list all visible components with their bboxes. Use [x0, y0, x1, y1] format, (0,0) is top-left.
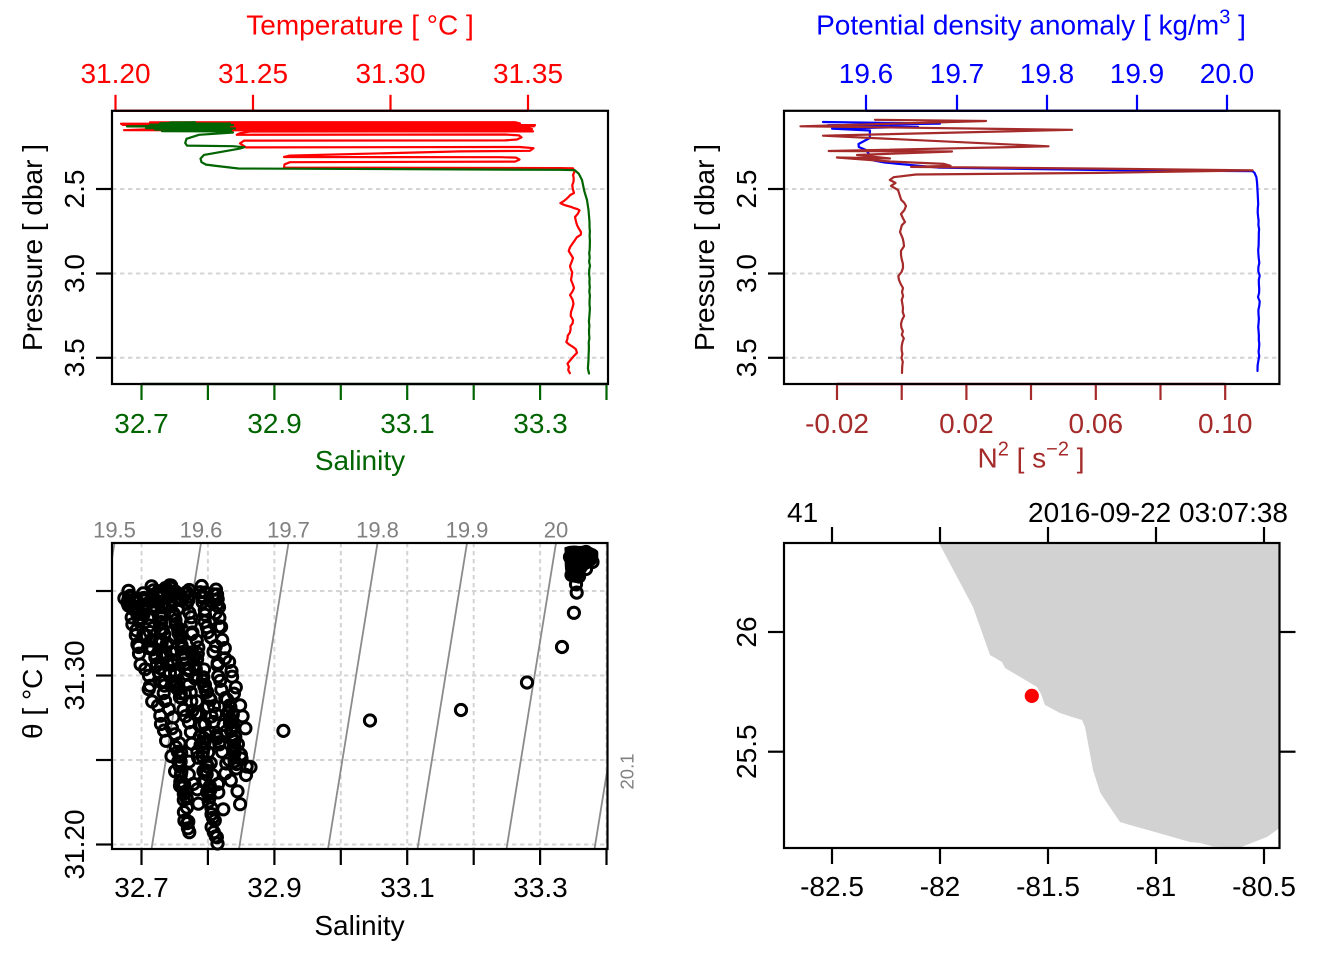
svg-text:31.35: 31.35 — [493, 58, 563, 89]
svg-text:19.7: 19.7 — [930, 58, 985, 89]
svg-text:-81.5: -81.5 — [1016, 871, 1080, 902]
svg-text:32.7: 32.7 — [114, 408, 169, 439]
svg-text:3.5: 3.5 — [731, 338, 762, 377]
svg-text:2016-09-22 03:07:38: 2016-09-22 03:07:38 — [1028, 497, 1288, 528]
svg-text:Pressure [ dbar ]: Pressure [ dbar ] — [17, 144, 48, 351]
svg-text:N2 [ s−2 ]: N2 [ s−2 ] — [977, 439, 1084, 474]
svg-text:19.8: 19.8 — [1020, 58, 1075, 89]
svg-text:19.9: 19.9 — [446, 518, 489, 543]
svg-text:3.5: 3.5 — [59, 338, 90, 377]
svg-text:31.20: 31.20 — [80, 58, 150, 89]
svg-text:-82.5: -82.5 — [800, 871, 864, 902]
svg-text:0.10: 0.10 — [1198, 408, 1253, 439]
svg-text:33.3: 33.3 — [513, 408, 568, 439]
svg-text:32.9: 32.9 — [247, 872, 302, 903]
svg-text:-81: -81 — [1136, 871, 1176, 902]
svg-text:19.5: 19.5 — [93, 518, 136, 543]
svg-text:19.9: 19.9 — [1110, 58, 1165, 89]
svg-text:20.0: 20.0 — [1200, 58, 1255, 89]
svg-text:19.8: 19.8 — [356, 518, 399, 543]
svg-text:32.7: 32.7 — [114, 872, 169, 903]
svg-text:2.5: 2.5 — [731, 170, 762, 209]
svg-text:Salinity: Salinity — [314, 910, 404, 941]
svg-text:0.02: 0.02 — [939, 408, 994, 439]
svg-text:-0.02: -0.02 — [805, 408, 869, 439]
svg-text:Pressure [ dbar ]: Pressure [ dbar ] — [689, 144, 720, 351]
svg-text:3.0: 3.0 — [59, 254, 90, 293]
svg-text:33.1: 33.1 — [380, 872, 435, 903]
svg-text:3.0: 3.0 — [731, 254, 762, 293]
svg-text:0.06: 0.06 — [1069, 408, 1124, 439]
svg-text:31.20: 31.20 — [59, 809, 90, 879]
svg-text:-80.5: -80.5 — [1232, 871, 1296, 902]
svg-text:32.9: 32.9 — [247, 408, 302, 439]
svg-text:33.3: 33.3 — [513, 872, 568, 903]
svg-text:25.5: 25.5 — [731, 724, 762, 779]
svg-text:31.30: 31.30 — [59, 640, 90, 710]
svg-text:19.6: 19.6 — [180, 518, 223, 543]
svg-text:31.30: 31.30 — [355, 58, 425, 89]
svg-text:2.5: 2.5 — [59, 170, 90, 209]
svg-text:Potential density anomaly [ kg: Potential density anomaly [ kg/m3 ] — [816, 7, 1246, 41]
svg-text:33.1: 33.1 — [380, 408, 435, 439]
svg-text:θ [ °C ]: θ [ °C ] — [17, 653, 48, 739]
svg-text:Salinity: Salinity — [315, 445, 405, 476]
svg-text:26: 26 — [731, 616, 762, 647]
svg-text:19.7: 19.7 — [267, 518, 310, 543]
svg-text:31.25: 31.25 — [218, 58, 288, 89]
svg-text:-82: -82 — [920, 871, 960, 902]
svg-text:20.1: 20.1 — [617, 753, 638, 789]
svg-text:Temperature [ °C ]: Temperature [ °C ] — [246, 10, 474, 41]
svg-text:19.6: 19.6 — [839, 58, 894, 89]
svg-text:20: 20 — [544, 518, 568, 543]
svg-text:41: 41 — [787, 497, 818, 528]
